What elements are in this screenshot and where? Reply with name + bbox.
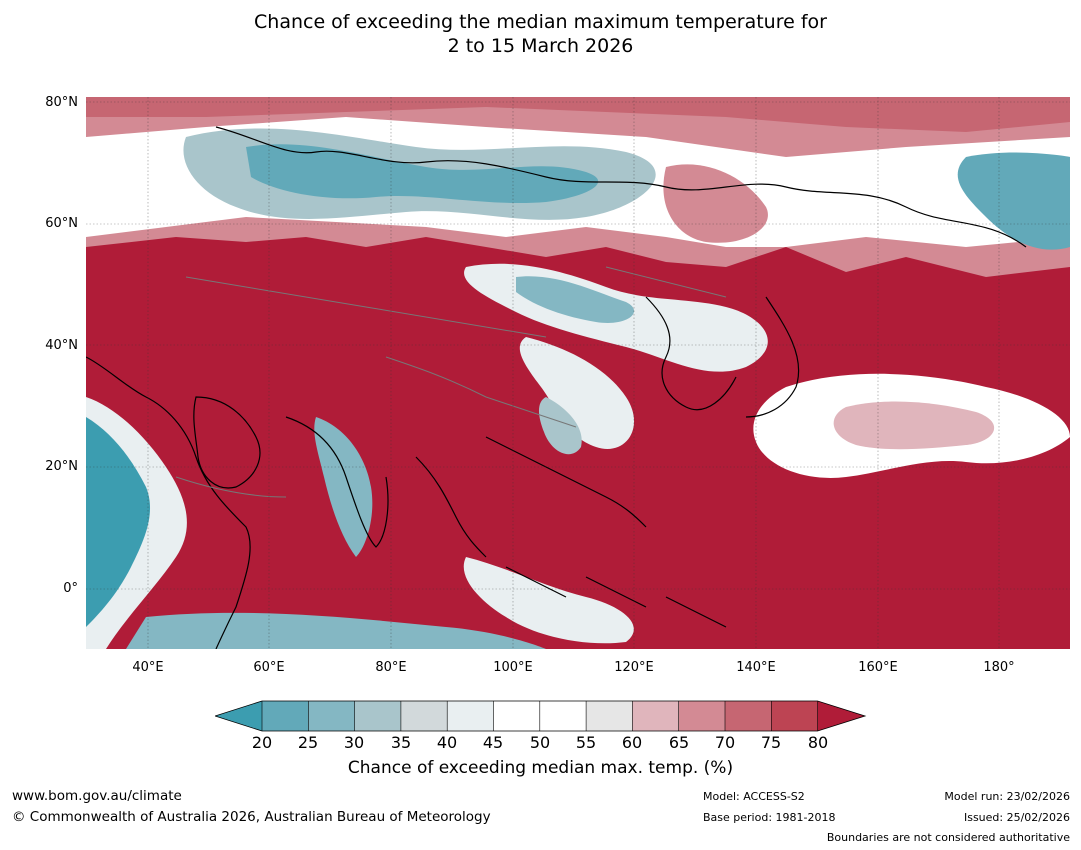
lon-label-160e: 160°E: [858, 660, 898, 675]
lon-label-100e: 100°E: [493, 660, 533, 675]
colorbar-bin-60-65: [632, 701, 679, 731]
country-boundaries: [175, 266, 727, 498]
colorbar-high-extend: [817, 701, 865, 731]
base-period-info: Base period: 1981-2018: [703, 811, 836, 824]
colorbar-tick-70: 70: [714, 733, 736, 752]
colorbar-svg: [213, 700, 867, 732]
copyright-text: © Commonwealth of Australia 2026, Austra…: [12, 809, 491, 825]
colorbar-tick-25: 25: [297, 733, 319, 752]
colorbar-bin-40-45: [447, 701, 494, 731]
lon-label-60e: 60°E: [253, 660, 285, 675]
colorbar-tick-65: 65: [668, 733, 690, 752]
colorbar-tick-80: 80: [807, 733, 829, 752]
china-cool-core: [539, 397, 582, 455]
colorbar: [213, 700, 867, 732]
southern-cool-band: [126, 612, 546, 649]
colorbar-label: Chance of exceeding median max. temp. (%…: [347, 758, 734, 778]
colorbar-tick-35: 35: [390, 733, 412, 752]
title-line-2: 2 to 15 March 2026: [447, 35, 634, 57]
colorbar-bin-30-35: [354, 701, 401, 731]
lon-label-120e: 120°E: [614, 660, 654, 675]
lat-label-20n: 20°N: [45, 459, 78, 474]
lat-label-0: 0°: [63, 581, 78, 596]
siberia-cool-core: [246, 144, 599, 204]
colorbar-bin-50-55: [539, 701, 587, 731]
colorbar-bin-20-25: [262, 701, 309, 731]
lon-label-140e: 140°E: [736, 660, 776, 675]
coastlines: [86, 126, 1027, 649]
colorbar-bin-25-30: [308, 701, 355, 731]
colorbar-bin-35-40: [400, 701, 448, 731]
lon-label-180: 180°: [983, 660, 1015, 675]
colorbar-tick-45: 45: [482, 733, 504, 752]
colorbar-tick-20: 20: [251, 733, 273, 752]
colorbar-bin-45-50: [493, 701, 540, 731]
colorbar-tick-40: 40: [436, 733, 458, 752]
arctic-warm-band: [86, 97, 1070, 132]
title-line-1: Chance of exceeding the median maximum t…: [254, 11, 827, 33]
lon-label-40e: 40°E: [132, 660, 164, 675]
colorbar-low-extend: [215, 701, 262, 731]
model-info: Model: ACCESS-S2: [703, 790, 805, 803]
colorbar-bin-65-70: [678, 701, 725, 731]
india-cool-area: [314, 417, 373, 557]
lat-label-40n: 40°N: [45, 338, 78, 353]
map-canvas: [86, 97, 1070, 649]
maritime-neutral-area: [463, 557, 634, 644]
map-title: Chance of exceeding the median maximum t…: [0, 10, 1081, 58]
northeast-cool-area: [957, 152, 1070, 250]
lat-label-60n: 60°N: [45, 216, 78, 231]
colorbar-tick-30: 30: [343, 733, 365, 752]
colorbar-bin-55-60: [586, 701, 633, 731]
probability-map: [86, 97, 1070, 649]
east-siberia-warm-patch: [663, 164, 768, 243]
pacific-pink-core: [833, 401, 995, 450]
colorbar-bin-75-80: [771, 701, 818, 731]
china-neutral-area: [519, 337, 635, 449]
mongolia-cool-core: [516, 276, 635, 323]
boundaries-disclaimer: Boundaries are not considered authoritat…: [826, 831, 1070, 844]
model-run-info: Model run: 23/02/2026: [944, 790, 1070, 803]
colorbar-tick-60: 60: [621, 733, 643, 752]
graticule: [86, 97, 1070, 649]
issued-info: Issued: 25/02/2026: [963, 811, 1070, 824]
colorbar-tick-50: 50: [529, 733, 551, 752]
lon-label-80e: 80°E: [375, 660, 407, 675]
colorbar-tick-55: 55: [575, 733, 597, 752]
africa-cool-area: [86, 417, 151, 627]
colorbar-tick-75: 75: [760, 733, 782, 752]
website-link[interactable]: www.bom.gov.au/climate: [12, 788, 182, 804]
colorbar-dividers: [261, 701, 818, 731]
colorbar-bin-70-75: [725, 701, 772, 731]
lat-label-80n: 80°N: [45, 95, 78, 110]
